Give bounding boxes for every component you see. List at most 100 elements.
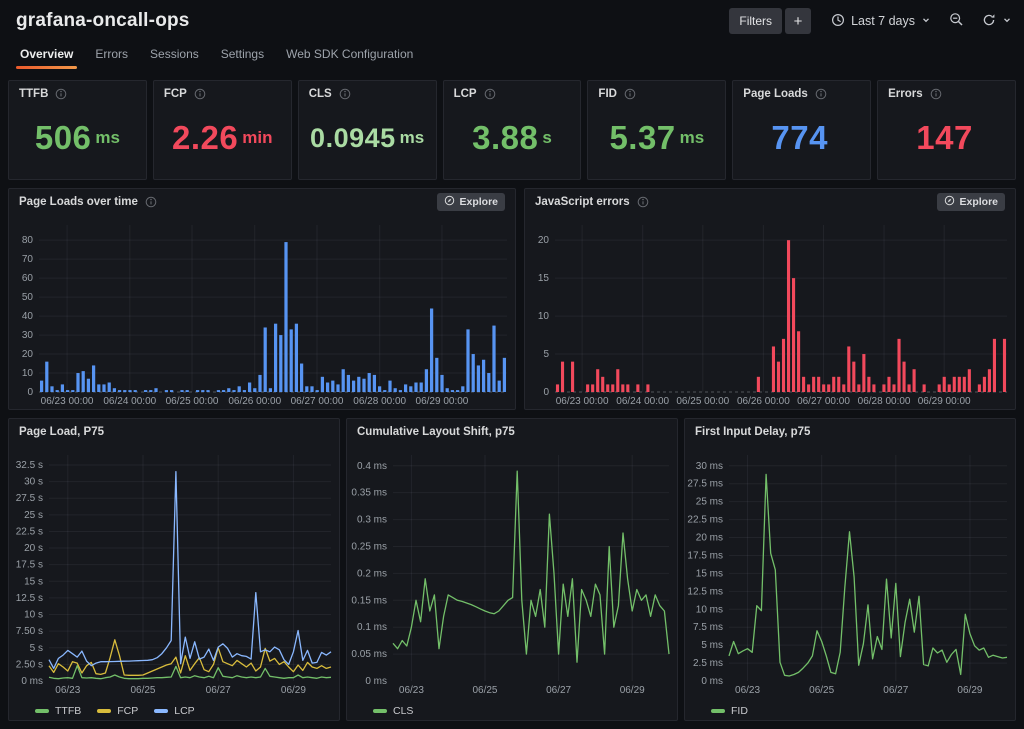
stat-value: 5.37 — [609, 119, 676, 156]
legend-item-ttfb[interactable]: TTFB — [35, 705, 81, 717]
compass-icon — [944, 195, 955, 209]
svg-text:06/29: 06/29 — [957, 685, 982, 696]
panel-page-loads-over-time: Page Loads over time Explore 06/23 00:00… — [8, 188, 516, 410]
panel-cls-p75: Cumulative Layout Shift, p75 06/23 06/25 0… — [346, 418, 678, 721]
info-icon[interactable] — [484, 88, 496, 100]
page-loads-chart[interactable]: 06/23 00:00 06/24 00:00 06/25 00:00 06/26 0… — [9, 215, 515, 409]
stat-value: 0.0945 — [310, 122, 396, 153]
info-icon[interactable] — [194, 88, 206, 100]
svg-text:17.5 s: 17.5 s — [16, 560, 43, 571]
legend-swatch — [97, 709, 112, 713]
svg-text:40: 40 — [22, 311, 34, 322]
legend-swatch — [154, 709, 169, 713]
svg-text:06/24 00:00: 06/24 00:00 — [616, 396, 669, 407]
dashboard-tabs: Overview Errors Sessions Settings Web SD… — [0, 42, 1024, 72]
dashboard-title: grafana-oncall-ops — [16, 10, 190, 31]
stat-unit: ms — [95, 128, 120, 147]
compass-icon — [444, 195, 455, 209]
panel-title: First Input Delay, p75 — [695, 426, 811, 438]
svg-text:20: 20 — [22, 349, 34, 360]
panel-title: Page Load, P75 — [19, 426, 105, 438]
zoom-out-time-button[interactable] — [947, 10, 966, 32]
svg-text:17.5 ms: 17.5 ms — [687, 550, 723, 561]
svg-text:06/28 00:00: 06/28 00:00 — [353, 396, 406, 407]
tab-settings[interactable]: Settings — [220, 47, 265, 61]
svg-text:06/23 00:00: 06/23 00:00 — [556, 396, 609, 407]
cls-p75-chart[interactable]: 06/23 06/25 06/27 06/29 0 ms 0.05 ms 0.1 ms 0.1… — [347, 445, 677, 703]
stat-value: 3.88 — [472, 119, 539, 156]
svg-text:06/23: 06/23 — [735, 685, 760, 696]
stat-panel-fid: FID 5.37 ms — [587, 80, 727, 180]
info-icon[interactable] — [339, 88, 351, 100]
stat-panel-fcp: FCP 2.26 min — [152, 80, 292, 180]
svg-text:15 ms: 15 ms — [696, 568, 723, 579]
svg-text:0.05 ms: 0.05 ms — [351, 649, 387, 660]
svg-text:10 ms: 10 ms — [696, 604, 723, 615]
svg-text:2.50 s: 2.50 s — [16, 659, 43, 670]
svg-text:06/26 00:00: 06/26 00:00 — [737, 396, 790, 407]
svg-text:0.2 ms: 0.2 ms — [357, 568, 387, 579]
svg-text:06/23: 06/23 — [55, 685, 80, 696]
info-icon[interactable] — [815, 88, 827, 100]
refresh-button[interactable] — [980, 11, 1014, 32]
time-range-label: Last 7 days — [851, 14, 915, 28]
legend-item-fcp[interactable]: FCP — [97, 705, 138, 717]
svg-text:10: 10 — [22, 368, 34, 379]
bottom-row: Page Load, P75 06/23 06/25 06/27 06/29 0 ms 2… — [8, 418, 1016, 721]
panel-title: Errors — [888, 88, 923, 100]
tab-web-sdk-configuration[interactable]: Web SDK Configuration — [286, 47, 414, 61]
panel-title: Page Loads over time — [19, 196, 138, 208]
panel-title: Cumulative Layout Shift, p75 — [357, 426, 515, 438]
stat-panel-lcp: LCP 3.88 s — [442, 80, 582, 180]
svg-text:06/25 00:00: 06/25 00:00 — [166, 396, 219, 407]
svg-text:5 ms: 5 ms — [701, 640, 723, 651]
svg-text:60: 60 — [22, 273, 34, 284]
svg-text:25 s: 25 s — [24, 510, 43, 521]
svg-text:20 ms: 20 ms — [696, 533, 723, 544]
svg-text:25 ms: 25 ms — [696, 497, 723, 508]
fid-p75-chart[interactable]: 06/23 06/25 06/27 06/29 0 ms 2.5 ms 5 ms 7.5 ms… — [685, 445, 1015, 703]
info-icon[interactable] — [637, 196, 649, 208]
svg-text:06/24 00:00: 06/24 00:00 — [103, 396, 156, 407]
legend-item-cls[interactable]: CLS — [373, 705, 413, 717]
tab-overview[interactable]: Overview — [12, 42, 81, 69]
panel-title: FCP — [163, 88, 187, 100]
stat-unit: ms — [679, 128, 705, 147]
filters-button[interactable]: Filters — [729, 8, 783, 34]
page-load-p75-chart[interactable]: 06/23 06/25 06/27 06/29 0 ms 2.50 s 5 s 7.50 s 1… — [9, 445, 339, 703]
svg-text:0.35 ms: 0.35 ms — [351, 488, 387, 499]
svg-text:15: 15 — [538, 273, 550, 284]
mid-row: Page Loads over time Explore 06/23 00:00… — [8, 188, 1016, 410]
tab-sessions[interactable]: Sessions — [150, 47, 199, 61]
svg-text:50: 50 — [22, 292, 34, 303]
tab-errors[interactable]: Errors — [95, 47, 129, 61]
panel-title: CLS — [308, 88, 332, 100]
clock-icon — [831, 13, 845, 30]
svg-text:30 s: 30 s — [24, 477, 43, 488]
svg-text:7.50 s: 7.50 s — [16, 626, 43, 637]
explore-button[interactable]: Explore — [937, 193, 1005, 211]
info-icon[interactable] — [624, 88, 636, 100]
svg-text:06/25: 06/25 — [472, 685, 497, 696]
stat-value: 2.26 — [172, 119, 239, 156]
info-icon[interactable] — [930, 88, 942, 100]
add-filter-button[interactable]: + — [785, 8, 812, 34]
svg-text:0.1 ms: 0.1 ms — [357, 622, 387, 633]
stat-value: 506 — [34, 119, 92, 156]
panel-title: LCP — [453, 88, 477, 100]
info-icon[interactable] — [145, 196, 157, 208]
legend-item-lcp[interactable]: LCP — [154, 705, 195, 717]
javascript-errors-chart[interactable]: 06/23 00:00 06/24 00:00 06/25 00:00 06/26 0… — [525, 215, 1015, 409]
time-range-picker[interactable]: Last 7 days — [829, 11, 933, 32]
svg-text:10: 10 — [538, 311, 550, 322]
explore-button[interactable]: Explore — [437, 193, 505, 211]
svg-text:27.5 ms: 27.5 ms — [687, 479, 723, 490]
stat-value: 774 — [771, 119, 828, 156]
legend-item-fid[interactable]: FID — [711, 705, 748, 717]
svg-text:06/27: 06/27 — [883, 685, 908, 696]
svg-text:15 s: 15 s — [24, 576, 43, 587]
svg-text:06/28 00:00: 06/28 00:00 — [858, 396, 911, 407]
svg-text:27.5 s: 27.5 s — [16, 493, 43, 504]
info-icon[interactable] — [55, 88, 67, 100]
svg-text:06/27: 06/27 — [546, 685, 571, 696]
